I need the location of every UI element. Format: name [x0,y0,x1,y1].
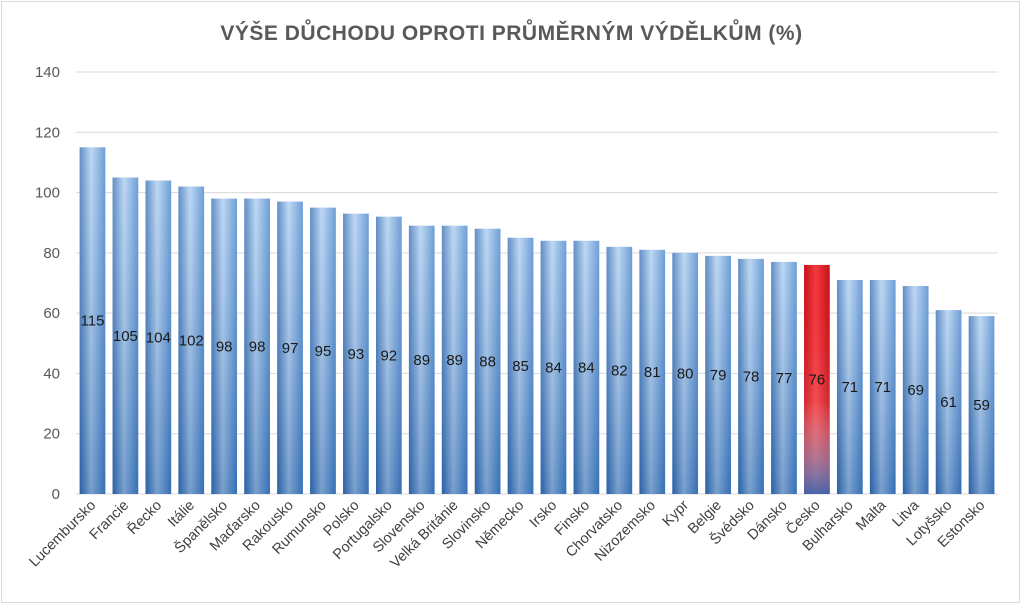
chart-title: VÝŠE DŮCHODU OPROTI PRŮMĚRNÝM VÝDĚLKŮM (… [220,22,803,45]
bar-Lucembursko [79,147,106,494]
bar-shade [672,252,699,494]
data-label: 88 [479,353,496,370]
bar-Lotyšsko [935,310,962,494]
bar-shade [968,316,995,494]
data-label: 82 [611,362,628,379]
x-tick-label: Malta [853,497,890,534]
bar-Španělsko [211,198,238,494]
bar-shade [836,279,863,494]
y-tick-label: 0 [52,486,60,503]
data-label: 102 [179,332,204,349]
bar-shade [178,186,205,495]
bar-shade [375,216,402,494]
bar-Finsko [573,240,600,494]
bar-shade [804,264,830,494]
data-label: 84 [545,359,562,376]
bar-Rakousko [277,201,303,494]
data-label: 93 [348,346,365,363]
bar-shade [935,310,962,494]
bar-Estonsko [968,316,995,494]
bar-Chorvatsko [606,246,633,494]
x-tick-label: Řecko [124,497,165,538]
bar-shade [540,240,567,494]
bar-Portugalsko [375,216,402,494]
y-tick-label: 20 [43,426,60,443]
bar-Nizozemsko [639,249,666,494]
bar-Irsko [540,240,567,494]
data-label: 105 [113,328,138,345]
data-label: 95 [315,343,332,360]
data-label: 98 [216,338,233,355]
data-label: 89 [413,352,430,369]
bar-Itálie [178,186,205,495]
bar-shade [277,201,303,494]
data-label: 71 [874,379,891,396]
bar-Německo [507,237,534,495]
bar-Švédsko [738,258,764,494]
bar-Slovinsko [474,228,501,494]
bar-shade [112,177,139,494]
bar-Bulharsko [836,279,863,494]
data-label: 80 [677,365,694,382]
bar-shade [310,207,336,494]
bar-Rumunsko [310,207,336,494]
bar-Slovensko [408,225,435,494]
bar-Kypr [672,252,699,494]
bar-Řecko [145,180,172,494]
bar-shade [639,249,666,494]
bar-shade [507,237,534,495]
bar-shade [211,198,238,494]
y-tick-label: 140 [35,64,60,81]
data-label: 104 [146,329,171,346]
data-label: 81 [644,364,661,381]
bar-Maďarsko [244,198,270,494]
bar-shade [408,225,435,494]
bar-shade [771,261,797,494]
bar-shade [738,258,764,494]
bar-shade [606,246,633,494]
bar-Polsko [343,213,369,494]
bar-shade [474,228,501,494]
data-label: 69 [907,382,924,399]
data-label: 79 [710,367,727,384]
bar-Velká Británie [441,225,468,494]
y-tick-label: 80 [43,245,60,262]
data-label: 76 [809,371,826,388]
y-tick-label: 100 [35,185,60,202]
bar-shade [79,147,106,494]
data-label: 84 [578,359,595,376]
data-label: 59 [973,397,990,414]
data-label: 89 [446,352,463,369]
bar-Malta [869,279,896,494]
bar-Dánsko [771,261,797,494]
bar-shade [441,225,468,494]
data-label: 85 [512,358,529,375]
data-label: 92 [380,347,397,364]
bar-Francie [112,177,139,494]
data-label: 61 [940,394,957,411]
y-tick-label: 40 [43,365,60,382]
data-label: 71 [841,379,858,396]
y-tick-label: 60 [43,305,60,322]
bar-Belgie [705,255,731,494]
bar-Litva [902,286,929,494]
data-label: 77 [776,370,793,387]
data-label: 78 [743,368,760,385]
data-label: 97 [282,340,299,357]
bar-shade [145,180,172,494]
bar-shade [705,255,731,494]
bar-shade [244,198,270,494]
bar-shade [343,213,369,494]
bar-shade [902,286,929,494]
bar-shade [869,279,896,494]
y-tick-label: 120 [35,124,60,141]
bar-Česko [804,264,830,494]
bar-shade [573,240,600,494]
data-label: 98 [249,338,266,355]
data-label: 115 [81,313,105,330]
